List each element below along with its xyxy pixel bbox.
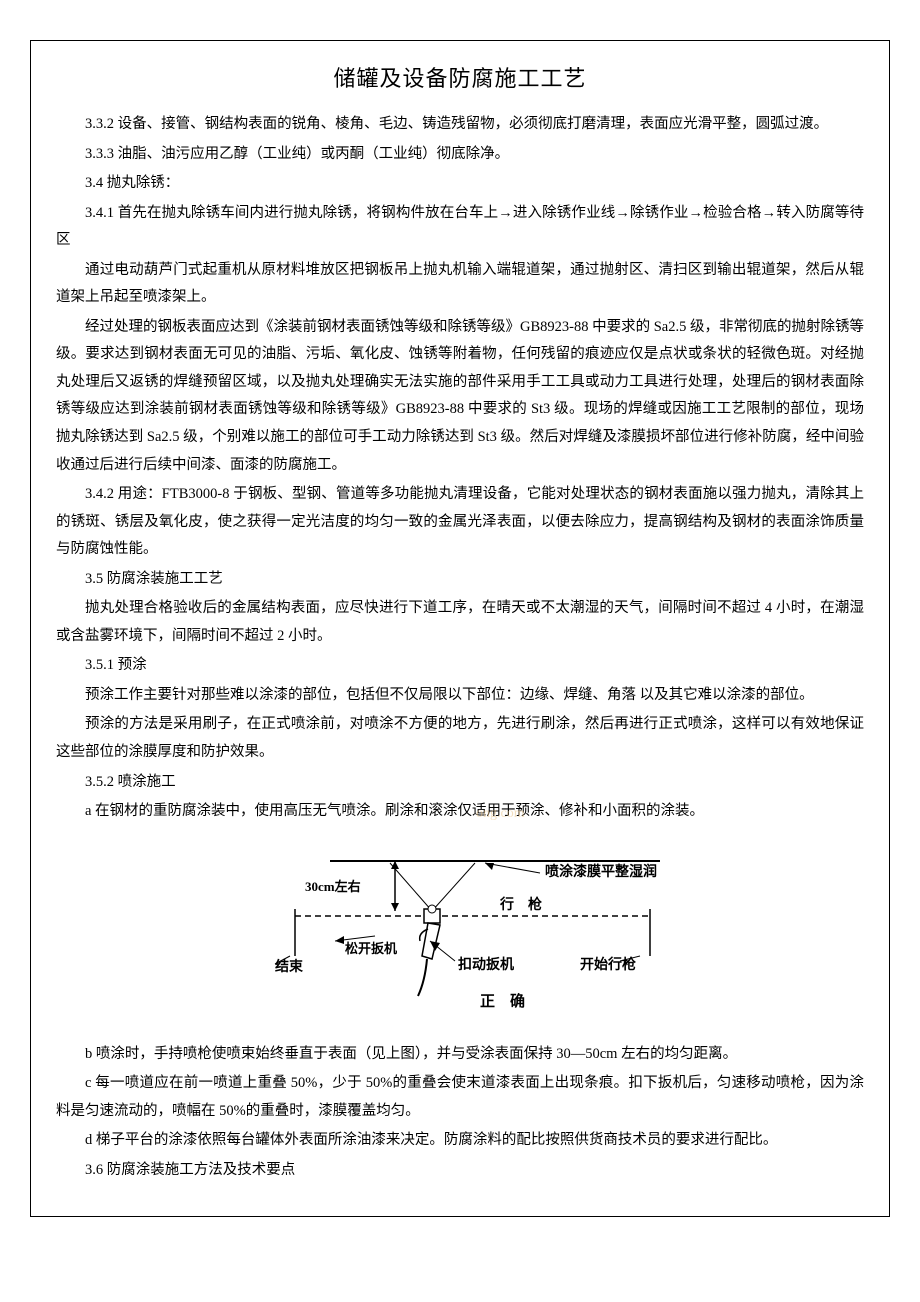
paragraph-3-4-1: 3.4.1 首先在抛丸除锈车间内进行抛丸除锈，将钢构件放在台车上→进入除锈作业线… [56, 200, 864, 255]
gun-motion-label: 行 枪 [499, 896, 542, 913]
paragraph-3-5-2: 3.5.2 喷涂施工 [56, 769, 864, 797]
paragraph-spray-b: b 喷涂时，手持喷枪使喷束始终垂直于表面（见上图），并与受涂表面保持 30—50… [56, 1041, 864, 1069]
document-title: 储罐及设备防腐施工工艺 [56, 61, 864, 93]
correct-label: 正 确 [480, 992, 525, 1010]
document-container: 储罐及设备防腐施工工艺 3.3.2 设备、接管、钢结构表面的锐角、棱角、毛边、铸… [30, 40, 890, 1217]
spray-gun-figure: 30cm左右 喷涂漆膜平整湿润 行 枪 [56, 841, 864, 1026]
paragraph-timing: 抛丸处理合格验收后的金属结构表面，应尽快进行下道工序，在晴天或不太潮湿的天气，间… [56, 595, 864, 650]
paragraph-3-4: 3.4 抛丸除锈： [56, 170, 864, 198]
paragraph-3-4-2: 3.4.2 用途：FTB3000-8 于钢板、型钢、管道等多功能抛丸清理设备，它… [56, 481, 864, 564]
paragraph-standards: 经过处理的钢板表面应达到《涂装前钢材表面锈蚀等级和除锈等级》GB8923-88 … [56, 314, 864, 479]
spray-diagram-svg: 30cm左右 喷涂漆膜平整湿润 行 枪 [200, 841, 720, 1021]
paragraph-precoat-method: 预涂的方法是采用刷子，在正式喷涂前，对喷涂不方便的地方，先进行刷涂，然后再进行正… [56, 711, 864, 766]
trigger-label: 扣动扳机 [458, 956, 514, 973]
paragraph-3-6: 3.6 防腐涂装施工方法及技术要点 [56, 1157, 864, 1185]
paragraph-3-3-3: 3.3.3 油脂、油污应用乙醇（工业纯）或丙酮（工业纯）彻底除净。 [56, 141, 864, 169]
paragraph-spray-a: a 在钢材的重防腐涂装中，使用高压无气喷涂。刷涂和滚涂仅适用于预涂、修补和小面积… [56, 798, 864, 826]
paragraph-spray-d: d 梯子平台的涂漆依照每台罐体外表面所涂油漆来决定。防腐涂料的配比按照供货商技术… [56, 1127, 864, 1155]
paragraph-3-5-1: 3.5.1 预涂 [56, 652, 864, 680]
paragraph-spray-c: c 每一喷道应在前一喷道上重叠 50%，少于 50%的重叠会使末道漆表面上出现条… [56, 1070, 864, 1125]
start-label: 开始行枪 [580, 956, 636, 973]
paragraph-precoat: 预涂工作主要针对那些难以涂漆的部位，包括但不仅局限以下部位：边缘、焊缝、角落 以… [56, 682, 864, 710]
paragraph-3-3-2: 3.3.2 设备、接管、钢结构表面的锐角、棱角、毛边、铸造残留物，必须彻底打磨清… [56, 111, 864, 139]
paragraph-3-5: 3.5 防腐涂装施工工艺 [56, 566, 864, 594]
paragraph-process: 通过电动葫芦门式起重机从原材料堆放区把钢板吊上抛丸机输入端辊道架，通过抛射区、清… [56, 257, 864, 312]
release-label: 松开扳机 [345, 941, 397, 956]
distance-label: 30cm左右 [305, 879, 361, 894]
end-label: 结束 [275, 958, 304, 975]
spray-film-label: 喷涂漆膜平整湿润 [545, 863, 657, 880]
